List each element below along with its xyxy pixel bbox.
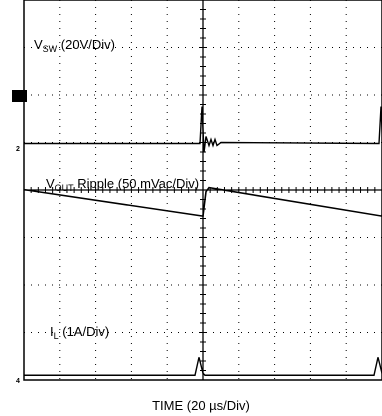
il-label: IL (1A/Div): [50, 324, 109, 341]
vsw-trace: [24, 106, 382, 153]
ch2-marker: 2: [16, 146, 20, 153]
ch1-marker: [12, 90, 27, 102]
vsw-label: VSW (20V/Div): [34, 37, 115, 54]
x-axis-label: TIME (20 µs/Div): [152, 398, 250, 413]
scope-traces: [23, 106, 382, 376]
il-trace: [24, 357, 382, 376]
ch4-marker: 4: [16, 378, 20, 385]
scope-grid: [23, 0, 382, 381]
vout-ripple-trace: [23, 186, 382, 231]
vout-label: VOUT Ripple (50 mVac/Div): [46, 176, 199, 193]
